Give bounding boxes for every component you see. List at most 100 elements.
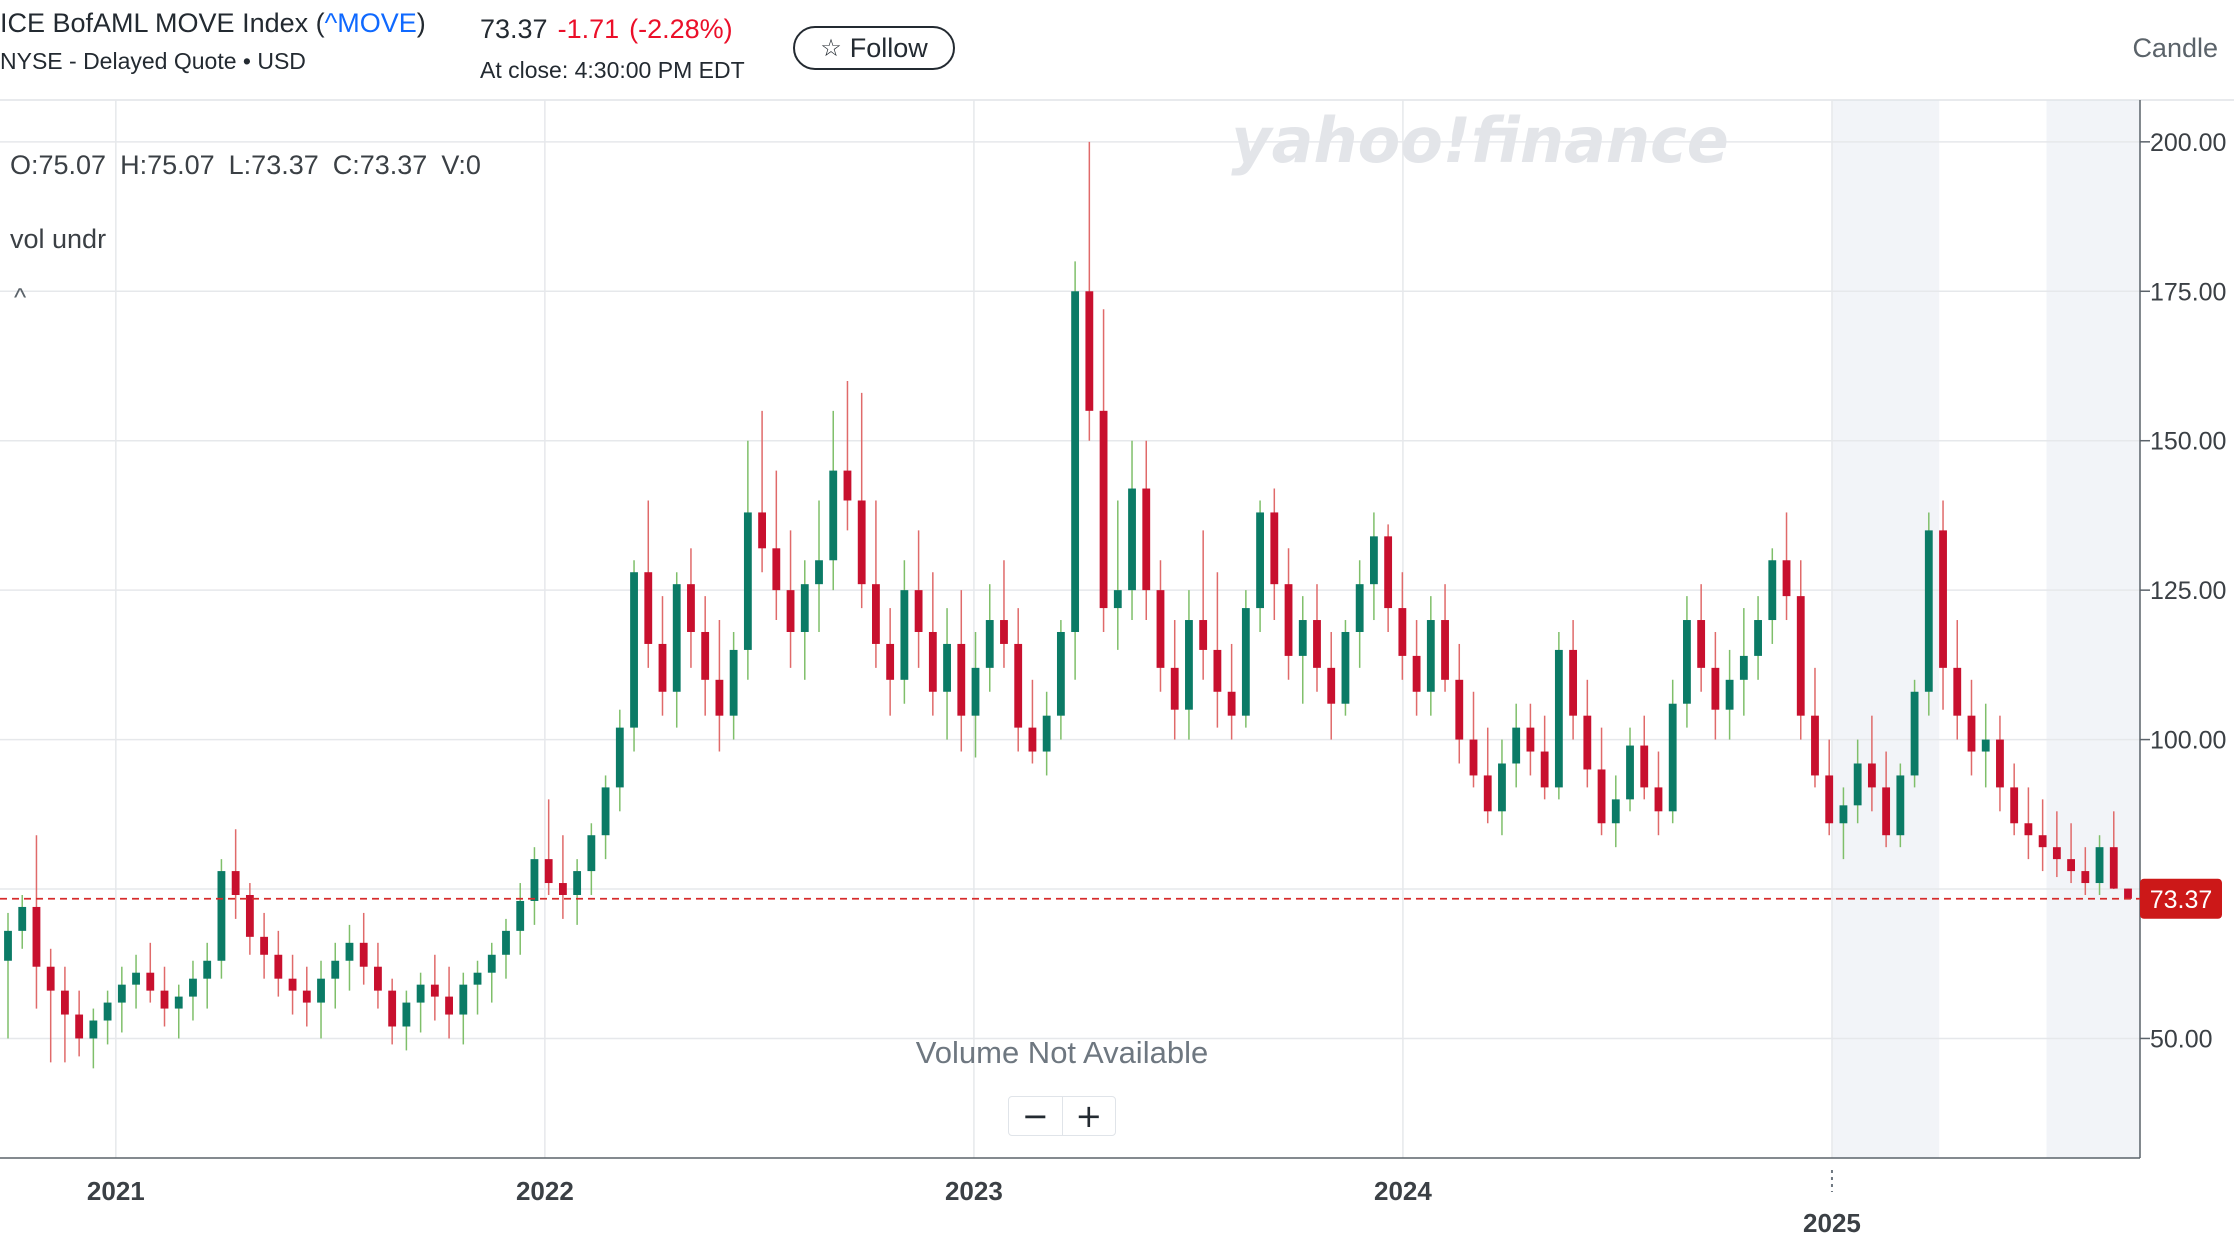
candle-body [473, 972, 482, 985]
candle-body [459, 984, 468, 1015]
candle-body [1782, 560, 1791, 597]
candle-body [758, 512, 767, 549]
zoom-out-button[interactable]: − [1009, 1097, 1062, 1135]
candle-body [1540, 751, 1549, 788]
candle-body [644, 572, 653, 644]
candle-body [2124, 888, 2132, 899]
candle-body [103, 1002, 112, 1021]
candle-body [1996, 739, 2004, 788]
candle-body [1128, 488, 1136, 591]
candle-body [2024, 823, 2033, 836]
candle-body [1668, 703, 1677, 812]
high-value: H:75.07 [120, 150, 215, 180]
candle-body [587, 835, 596, 872]
y-tick-label: 125.00 [2150, 577, 2226, 605]
candle-body [2010, 787, 2019, 824]
candle-body [1526, 727, 1535, 752]
candle-body [317, 978, 325, 1003]
candle-body [231, 871, 240, 895]
candle-body [928, 631, 937, 692]
volume-value: V:0 [441, 150, 481, 180]
candle-body [1369, 536, 1378, 585]
candle-body [1640, 745, 1649, 788]
symbol-link[interactable]: ^MOVE [324, 8, 417, 38]
candle-body [544, 859, 553, 884]
candle-body [1853, 763, 1862, 806]
candle-body [872, 584, 880, 644]
candle-body [1441, 620, 1449, 680]
candle-body [1697, 620, 1706, 668]
candle-body [957, 643, 966, 716]
exchange-info: NYSE - Delayed Quote • USD [0, 48, 306, 74]
highlight-band [1831, 100, 1940, 1158]
candle-body [815, 560, 823, 585]
candle-body [1170, 667, 1179, 710]
candle-body [1000, 620, 1008, 644]
candle-body [573, 871, 582, 895]
candle-body [331, 960, 340, 979]
zoom-in-button[interactable]: + [1063, 1097, 1116, 1135]
candle-body [1626, 745, 1634, 800]
x-tick-label: 2024 [1374, 1176, 1432, 1206]
candle-body [1811, 715, 1819, 776]
price-block: 73.37 -1.71 (-2.28%) [480, 14, 733, 45]
candle-body [1739, 655, 1748, 680]
candle-body [672, 584, 681, 692]
candle-body [4, 930, 12, 961]
price-change-percent: (-2.28%) [629, 14, 733, 44]
close-value: C:73.37 [332, 150, 428, 180]
candle-body [715, 679, 724, 716]
candle-body [1754, 620, 1762, 656]
candle-body [1825, 775, 1834, 824]
candle-body [701, 631, 710, 680]
candle-body [1298, 620, 1307, 656]
candle-body [1156, 590, 1165, 668]
candle-body [800, 584, 809, 632]
candle-body [160, 990, 169, 1009]
candle-body [1256, 512, 1264, 609]
candle-body [174, 996, 183, 1009]
candle-body [1967, 715, 1976, 752]
zoom-divider [1061, 1097, 1063, 1135]
y-tick-label: 50.00 [2150, 1025, 2213, 1053]
candle-body [1939, 530, 1947, 668]
candle-body [402, 1002, 411, 1027]
candle-body [743, 512, 752, 650]
candle-body [1398, 608, 1407, 656]
candle-body [1412, 655, 1421, 692]
current-price-label-bg [2140, 878, 2222, 919]
candle-body [32, 906, 41, 967]
open-value: O:75.07 [10, 150, 107, 180]
candle-body [1099, 410, 1108, 609]
y-tick-label: 100.00 [2150, 727, 2226, 755]
zoom-controls: − + [1008, 1096, 1116, 1136]
candle-body [1867, 763, 1876, 788]
candle-body [658, 643, 667, 692]
candle-body [1924, 530, 1933, 692]
collapse-chevron-icon[interactable]: ^ [14, 282, 27, 312]
candle-body [1341, 631, 1350, 704]
candle-body [558, 883, 567, 895]
candle-body [729, 649, 738, 716]
candle-body [203, 960, 212, 979]
ohlc-legend: O:75.07 H:75.07 L:73.37 C:73.37 V:0 [10, 150, 495, 181]
chart-type-selector[interactable]: Candle [2132, 33, 2218, 63]
candle-body [274, 954, 283, 979]
candle-body [302, 990, 311, 1003]
market-close-time: At close: 4:30:00 PM EDT [480, 57, 745, 83]
candle-body [502, 930, 510, 955]
candle-body [1597, 769, 1606, 824]
title-name: ICE BofAML MOVE Index ( [0, 8, 325, 38]
study-label[interactable]: vol undr [10, 224, 107, 254]
candle-body [1270, 512, 1279, 585]
candle-body [615, 727, 624, 788]
candle-body [430, 984, 439, 997]
follow-button[interactable]: ☆ Follow [793, 26, 955, 70]
candle-body [900, 590, 909, 680]
x-tick-label: 2022 [516, 1176, 574, 1206]
candle-body [1839, 805, 1848, 824]
candle-body [601, 787, 610, 836]
candle-body [89, 1020, 98, 1039]
candle-body [687, 584, 695, 632]
